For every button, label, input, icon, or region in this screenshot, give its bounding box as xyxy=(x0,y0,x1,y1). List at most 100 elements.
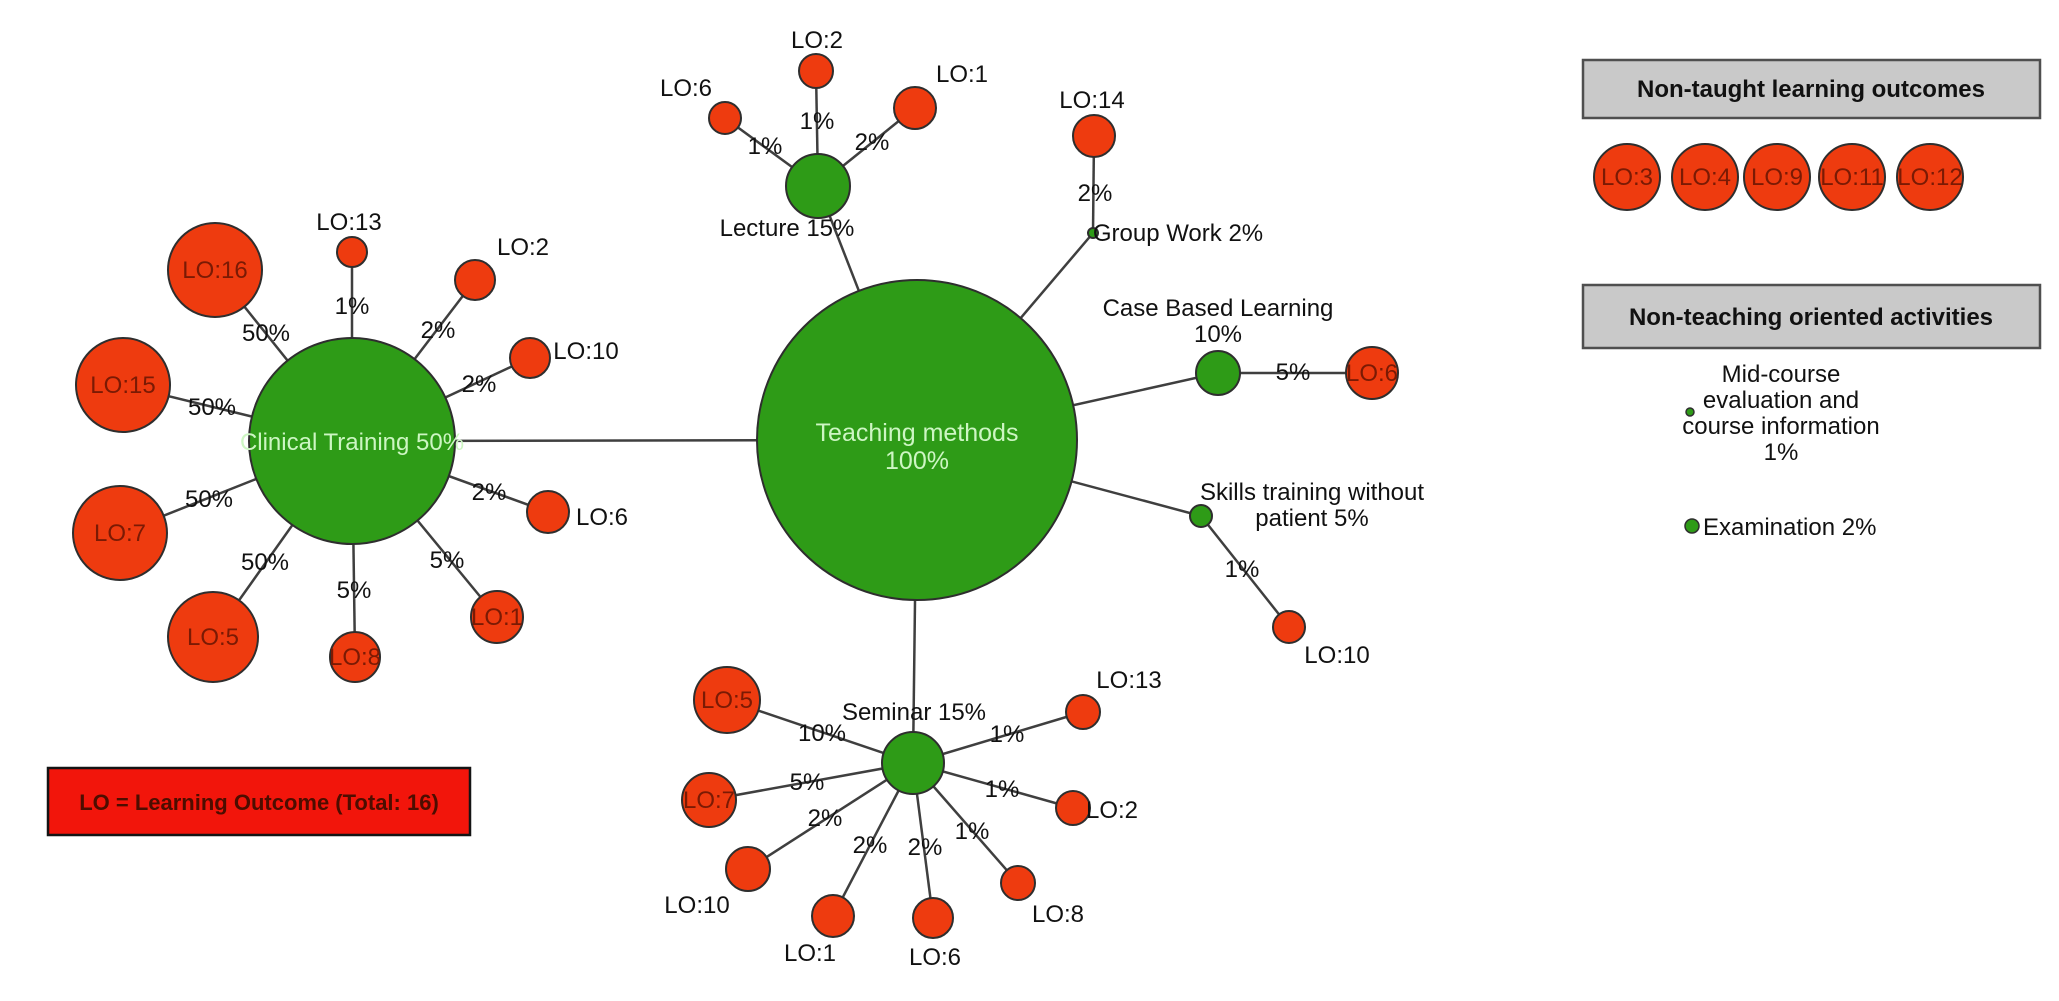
label-clinical-lo7: LO:7 xyxy=(94,520,146,547)
midcourse-label-line2: evaluation and xyxy=(1703,387,1859,414)
label-clinical-lo13: LO:13 xyxy=(316,209,381,236)
label-seminar-lo13: LO:13 xyxy=(1096,667,1161,694)
node-clinical-lo16 xyxy=(167,222,263,318)
pct-label-clinical-lo1: 5% xyxy=(430,547,465,574)
edge-seminar--seminar-lo7 xyxy=(708,761,914,802)
non-teaching-header-box xyxy=(1581,283,2042,350)
pct-label-clinical-lo16: 50% xyxy=(242,320,290,347)
node-clinical-lo15 xyxy=(75,337,171,433)
panel-label-lo4: LO:4 xyxy=(1679,164,1731,191)
midcourse-label-line4: 1% xyxy=(1764,439,1799,466)
label-clinical-lo8: LO:8 xyxy=(329,644,381,671)
panel-node-lo9 xyxy=(1743,143,1811,211)
edge-skills-training--skills-lo10 xyxy=(1200,515,1290,628)
node-seminar-lo5 xyxy=(693,666,761,734)
panel-node-lo4 xyxy=(1671,143,1739,211)
midcourse-label-line1: Mid-course xyxy=(1722,361,1841,388)
label-teaching-methods-line2: 100% xyxy=(885,447,949,475)
non-taught-header-title: Non-taught learning outcomes xyxy=(1637,76,1985,103)
pct-label-seminar-lo5: 10% xyxy=(798,720,846,747)
pct-label-clinical-lo15: 50% xyxy=(188,394,236,421)
label-clinical-lo15: LO:15 xyxy=(90,372,155,399)
label-clinical-lo6: LO:6 xyxy=(576,504,628,531)
node-seminar-lo8 xyxy=(1000,865,1036,901)
node-clinical-training xyxy=(248,337,456,545)
node-clinical-lo7 xyxy=(72,485,168,581)
legend: LO = Learning Outcome (Total: 16) xyxy=(46,766,472,837)
non-teaching-header-title: Non-teaching oriented activities xyxy=(1629,304,1993,331)
node-teaching-methods xyxy=(756,279,1078,601)
non-taught-header-box xyxy=(1581,58,2042,120)
label-clinical-training: Clinical Training 50% xyxy=(240,429,464,456)
node-clinical-lo1 xyxy=(470,590,524,644)
label-skills-training-line1: Skills training without xyxy=(1200,479,1424,506)
pct-label-seminar-lo1: 2% xyxy=(853,832,888,859)
examination-dot xyxy=(1684,518,1700,534)
node-clinical-lo5 xyxy=(167,591,259,683)
node-clinical-lo10 xyxy=(509,337,551,379)
label-seminar-lo2: LO:2 xyxy=(1086,797,1138,824)
label-lecture-lo1: LO:1 xyxy=(936,61,988,88)
node-skills-lo10 xyxy=(1272,610,1306,644)
pct-label-skills-lo10: 1% xyxy=(1225,556,1260,583)
pct-label-case-lo6: 5% xyxy=(1276,359,1311,386)
node-clinical-lo8 xyxy=(329,631,381,683)
panel-label-lo12: LO:12 xyxy=(1897,164,1962,191)
label-case-lo6: LO:6 xyxy=(1346,360,1398,387)
node-group-work xyxy=(1087,227,1099,239)
node-seminar-lo13 xyxy=(1065,694,1101,730)
midcourse-label-line3: course information xyxy=(1682,413,1879,440)
node-clinical-lo13 xyxy=(336,236,368,268)
label-seminar-lo8: LO:8 xyxy=(1032,901,1084,928)
label-group-lo14: LO:14 xyxy=(1059,87,1124,114)
node-seminar-lo6 xyxy=(912,897,954,939)
label-seminar-lo5: LO:5 xyxy=(701,687,753,714)
label-clinical-lo5: LO:5 xyxy=(187,624,239,651)
edge-seminar--seminar-lo10 xyxy=(747,761,914,871)
node-seminar-lo2 xyxy=(1055,790,1091,826)
node-lecture-lo2 xyxy=(798,53,834,89)
legend-box xyxy=(46,766,472,837)
pct-label-seminar-lo6: 2% xyxy=(908,834,943,861)
label-clinical-lo16: LO:16 xyxy=(182,257,247,284)
label-clinical-lo10: LO:10 xyxy=(553,338,618,365)
panel-label-lo9: LO:9 xyxy=(1751,164,1803,191)
pct-label-clinical-lo10: 2% xyxy=(462,371,497,398)
node-clinical-lo2 xyxy=(454,259,496,301)
pct-label-seminar-lo13: 1% xyxy=(990,721,1025,748)
pct-label-clinical-lo6: 2% xyxy=(472,479,507,506)
panel-label-lo3: LO:3 xyxy=(1601,164,1653,191)
pct-label-clinical-lo5: 50% xyxy=(241,549,289,576)
label-seminar: Seminar 15% xyxy=(842,699,986,726)
node-case-lo6 xyxy=(1345,346,1399,400)
node-lecture xyxy=(785,153,851,219)
panel-label-lo11: LO:11 xyxy=(1820,164,1884,191)
panel-non-teaching: Non-teaching oriented activities Mid-cou… xyxy=(1581,283,2042,541)
panel-node-lo11 xyxy=(1818,143,1886,211)
label-lecture-lo6: LO:6 xyxy=(660,75,712,102)
pct-label-seminar-lo10: 2% xyxy=(808,805,843,832)
pct-label-clinical-lo2: 2% xyxy=(421,317,456,344)
node-skills-training xyxy=(1189,504,1213,528)
node-lecture-lo1 xyxy=(893,86,937,130)
label-teaching-methods-line1: Teaching methods xyxy=(816,419,1019,447)
label-skills-lo10: LO:10 xyxy=(1304,642,1369,669)
pct-label-seminar-lo8: 1% xyxy=(955,818,990,845)
node-case-based-learning xyxy=(1195,350,1241,396)
node-lecture-lo6 xyxy=(708,101,742,135)
node-seminar-lo10 xyxy=(725,846,771,892)
node-seminar-lo1 xyxy=(811,894,855,938)
label-clinical-lo2: LO:2 xyxy=(497,234,549,261)
label-skills-training-line2: patient 5% xyxy=(1255,505,1368,532)
legend-text: LO = Learning Outcome (Total: 16) xyxy=(79,790,439,815)
non-taught-outcome-circles: LO:3 LO:4 LO:9 LO:11 LO:12 xyxy=(1593,143,1964,211)
node-seminar-lo7 xyxy=(681,772,737,828)
label-clinical-lo1: LO:1 xyxy=(471,604,523,631)
pct-label-group-lo14: 2% xyxy=(1078,180,1113,207)
label-lecture: Lecture 15% xyxy=(720,215,855,242)
label-group-work: Group Work 2% xyxy=(1093,220,1263,247)
pct-label-clinical-lo7: 50% xyxy=(185,486,233,513)
